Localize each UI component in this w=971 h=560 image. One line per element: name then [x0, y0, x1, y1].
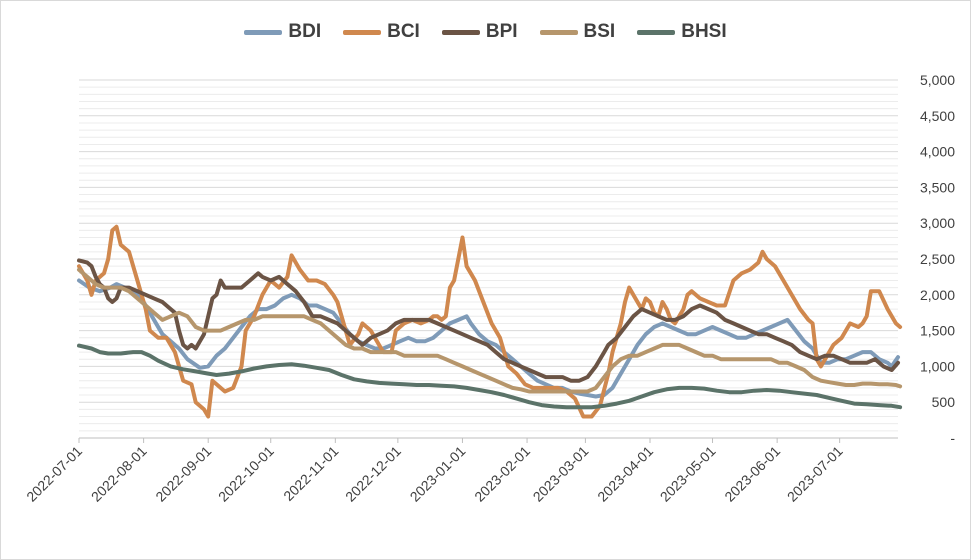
y-tick-label: 500 [932, 394, 956, 410]
legend-item-bpi: BPI [441, 21, 518, 43]
legend-label: BPI [485, 21, 518, 42]
series-line-bdi [77, 278, 900, 399]
y-tick-label: - [950, 430, 955, 446]
x-tick-label: 2023-06-01 [721, 443, 783, 505]
legend-label: BCI [387, 21, 420, 42]
y-tick-label: 3,000 [920, 215, 955, 231]
y-tick-label: 4,000 [920, 144, 955, 160]
legend-label: BSI [583, 21, 616, 42]
y-tick-label: 5,000 [920, 72, 955, 88]
chart-legend: BDI BCI BPI BSI BHSI [1, 21, 970, 43]
y-tick-label: 1,500 [920, 323, 955, 339]
x-tick-label: 2022-10-01 [215, 443, 277, 505]
legend-swatch [637, 29, 676, 35]
legend-item-bdi: BDI [244, 21, 321, 43]
y-tick-label: 2,000 [920, 287, 955, 303]
x-tick-label: 2022-07-01 [23, 443, 85, 505]
legend-label: BHSI [681, 21, 727, 42]
x-tick-label: 2023-05-01 [657, 443, 719, 505]
x-tick-label: 2023-04-01 [594, 443, 656, 505]
y-tick-label: 4,500 [920, 108, 955, 124]
series-line-bhsi [77, 343, 903, 410]
legend-swatch [343, 29, 382, 35]
x-tick-label: 2022-11-01 [280, 443, 341, 504]
legend-swatch [244, 29, 283, 35]
legend-label: BDI [288, 21, 322, 42]
legend-swatch [441, 29, 480, 35]
legend-swatch [539, 29, 578, 35]
legend-item-bhsi: BHSI [637, 21, 727, 43]
y-tick-label: 2,500 [920, 251, 955, 267]
x-tick-label: 2022-12-01 [342, 443, 404, 505]
legend-item-bsi: BSI [539, 21, 616, 43]
series-line-bci [77, 224, 903, 419]
x-tick-label: 2023-02-01 [471, 443, 533, 505]
y-tick-label: 1,000 [920, 358, 955, 374]
x-tick-label: 2023-03-01 [530, 443, 592, 505]
x-tick-label: 2022-08-01 [88, 443, 150, 505]
y-tick-label: 3,500 [920, 179, 955, 195]
x-tick-label: 2023-07-01 [784, 443, 846, 505]
series-line-bsi [77, 267, 903, 394]
legend-item-bci: BCI [343, 21, 420, 43]
x-tick-label: 2022-09-01 [152, 443, 214, 505]
series-line-bpi [77, 258, 900, 383]
x-tick-label: 2023-01-01 [407, 443, 469, 505]
